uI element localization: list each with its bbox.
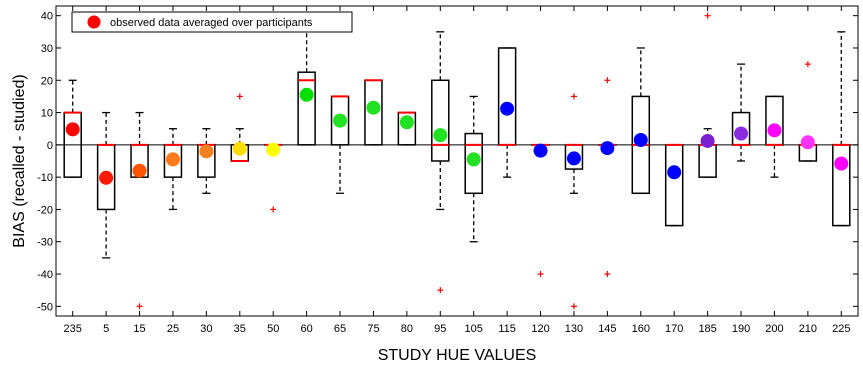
- x-tick-label: 30: [200, 323, 212, 335]
- y-axis-title: BIAS (recalled - studied): [11, 74, 28, 247]
- y-tick-label: -30: [37, 237, 53, 249]
- y-tick-label: 10: [41, 108, 53, 120]
- box: [431, 79, 450, 162]
- mean-point: [366, 100, 381, 115]
- x-tick-label: 50: [267, 323, 279, 335]
- mean-point: [399, 115, 414, 130]
- mean-point: [767, 123, 782, 138]
- x-tick-label: 5: [103, 323, 109, 335]
- mean-point: [667, 165, 682, 180]
- mean-point: [333, 113, 348, 128]
- x-tick-label: 130: [565, 323, 583, 335]
- x-tick-label: 210: [799, 323, 817, 335]
- x-tick-label: 75: [367, 323, 379, 335]
- box: [297, 71, 316, 146]
- y-tick-label: -10: [37, 172, 53, 184]
- mean-point: [65, 122, 80, 137]
- x-tick-label: 225: [832, 323, 850, 335]
- x-tick-label: 25: [167, 323, 179, 335]
- mean-point: [433, 128, 448, 143]
- plot-area: -50 -40 -30 -20 -10 0 10 20 30 40 235 5 15 25 30 35 50 60…: [37, 5, 859, 335]
- mean-point: [566, 151, 581, 166]
- mean-point: [165, 152, 180, 167]
- mean-point: [299, 87, 314, 102]
- y-tick-label: 20: [41, 75, 53, 87]
- x-tick-label: 115: [498, 323, 516, 335]
- x-tick-label: 235: [64, 323, 82, 335]
- x-axis-title: STUDY HUE VALUES: [378, 347, 537, 364]
- y-tick-label: -50: [37, 301, 53, 313]
- mean-point: [232, 141, 247, 156]
- mean-point: [734, 126, 749, 141]
- mean-point: [99, 170, 114, 185]
- x-tick-label: 35: [234, 323, 246, 335]
- x-tick-label: 80: [401, 323, 413, 335]
- x-tick-label: 185: [698, 323, 716, 335]
- mean-point: [834, 156, 849, 171]
- x-tick-label: 145: [598, 323, 616, 335]
- mean-point: [800, 135, 815, 150]
- x-tick-label: 190: [732, 323, 750, 335]
- plot-frame: [55, 5, 859, 317]
- legend: observed data averaged over participants: [71, 11, 353, 33]
- x-tick-label: 15: [133, 323, 145, 335]
- y-tick-label: 0: [47, 140, 53, 152]
- mean-point: [199, 144, 214, 159]
- x-tick-label: 60: [301, 323, 313, 335]
- mean-point: [600, 141, 615, 156]
- mean-point: [633, 133, 648, 148]
- x-tick-label: 105: [465, 323, 483, 335]
- legend-marker: [87, 15, 101, 29]
- x-tick-label: 65: [334, 323, 346, 335]
- y-tick-label: 40: [41, 11, 53, 23]
- x-tick-label: 170: [665, 323, 683, 335]
- y-tick-label: -40: [37, 269, 53, 281]
- mean-point: [700, 133, 715, 148]
- legend-box: [71, 11, 353, 33]
- y-tick-label: 30: [41, 43, 53, 55]
- x-tick-label: 160: [632, 323, 650, 335]
- x-tick-label: 95: [434, 323, 446, 335]
- x-tick-label: 200: [765, 323, 783, 335]
- box: [464, 132, 483, 195]
- x-tick-label: 120: [531, 323, 549, 335]
- mean-point: [533, 143, 548, 158]
- legend-label: observed data averaged over participants: [110, 17, 313, 29]
- mean-point: [466, 152, 481, 167]
- y-tick-label: -20: [37, 204, 53, 216]
- mean-point: [500, 101, 515, 116]
- mean-point: [132, 163, 147, 178]
- mean-point: [266, 142, 281, 157]
